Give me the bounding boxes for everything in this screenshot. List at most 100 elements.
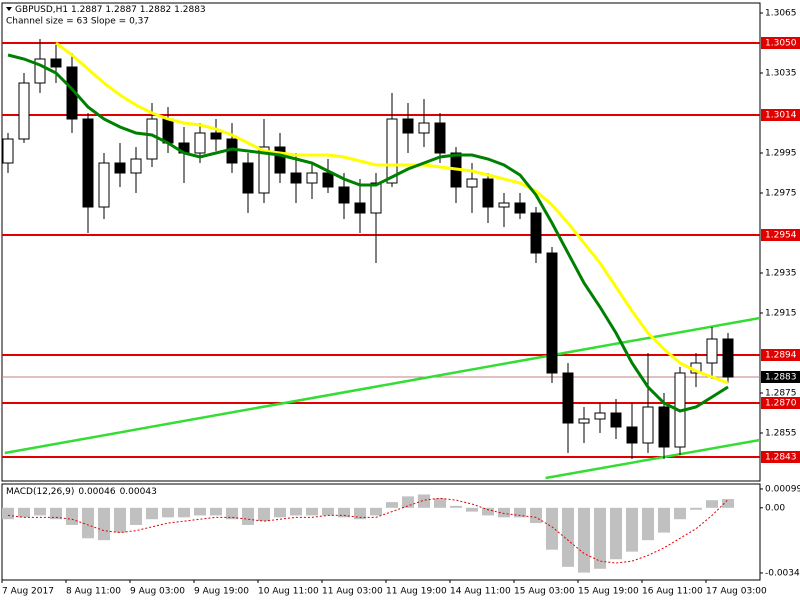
candle-body [562, 372, 574, 424]
macd-bar [290, 507, 302, 516]
level-label-box [761, 349, 800, 361]
macd-bar [114, 507, 126, 533]
macd-bar [562, 507, 574, 567]
macd-bar [594, 507, 606, 569]
candle-body [322, 172, 334, 188]
y-tick-label: 1.2995 [765, 149, 797, 159]
level-label: 1.2954 [765, 231, 797, 241]
x-tick-label: 9 Aug 03:00 [130, 587, 185, 597]
macd-bar [98, 507, 110, 541]
macd-bar [386, 502, 398, 508]
candle-body [130, 158, 142, 174]
low: 1.2882 [140, 5, 172, 15]
macd-bar [34, 507, 46, 516]
level-label-box [761, 229, 800, 241]
macd-header: MACD(12,26,9) 0.00046 0.00043 [6, 487, 157, 497]
level-label-box [761, 451, 800, 463]
header-icon [6, 7, 12, 11]
macd-bar [162, 507, 174, 518]
candle-body [114, 162, 126, 174]
candle-body [722, 338, 734, 378]
macd-bar [642, 507, 654, 541]
x-tick-label: 17 Aug 03:00 [706, 587, 767, 597]
macd-signal [7, 497, 729, 564]
y-tick-label: 1.2935 [765, 269, 797, 279]
candle-body [434, 122, 446, 154]
candle-body [402, 118, 414, 134]
macd-title: MACD(12,26,9) [6, 487, 74, 497]
level-label: 1.3014 [765, 111, 797, 121]
macd-bar [338, 507, 350, 518]
candle-body [498, 202, 510, 208]
candle-body [642, 406, 654, 444]
x-tick-label: 11 Aug 19:00 [386, 587, 447, 597]
price-label-box [761, 371, 800, 383]
candle-body [162, 118, 174, 144]
candle-body [594, 412, 606, 420]
candle-body [578, 418, 590, 424]
candle-body [658, 406, 670, 448]
candle-body [306, 172, 318, 184]
open: 1.2887 [71, 5, 103, 15]
level-label: 1.2894 [765, 351, 797, 361]
header: GBPUSD,H1 1.2887 1.2887 1.2882 1.2883 [15, 5, 206, 15]
candle-body [82, 118, 94, 208]
x-tick-label: 9 Aug 19:00 [194, 587, 249, 597]
macd-bar [530, 507, 542, 524]
candle-body [610, 412, 622, 428]
macd-bar [370, 507, 382, 516]
level-label: 1.2843 [765, 453, 797, 463]
moving-average [55, 41, 729, 385]
macd-bar [18, 507, 30, 518]
macd-bar [306, 507, 318, 516]
candle-body [386, 118, 398, 184]
candle-body [482, 178, 494, 208]
y-tick-label: 1.2975 [765, 189, 797, 199]
candle-body [290, 172, 302, 184]
candle-body [354, 202, 366, 214]
candle-body [418, 122, 430, 134]
candle-body [466, 178, 478, 188]
price-layer [2, 39, 760, 480]
y-tick-label: 1.2915 [765, 309, 797, 319]
x-tick-label: 16 Aug 11:00 [642, 587, 703, 597]
candle-body [258, 146, 270, 194]
level-label-box [761, 397, 800, 409]
macd-bar [658, 507, 670, 533]
macd-bar [450, 505, 462, 508]
trend-line [4, 316, 760, 455]
symbol: GBPUSD,H1 [15, 5, 68, 15]
candle-body [514, 202, 526, 214]
x-tick-label: 15 Aug 03:00 [514, 587, 575, 597]
macd-bar [610, 507, 622, 560]
trend-line [545, 438, 760, 480]
macd-value: 0.00046 [78, 487, 115, 497]
high: 1.2887 [105, 5, 137, 15]
macd-bar [418, 494, 430, 508]
candle-body [18, 82, 30, 140]
level-label: 1.2870 [765, 399, 797, 409]
candle-body [546, 252, 558, 374]
macd-bar [706, 500, 718, 508]
candle-body [242, 162, 254, 194]
macd-bar [146, 507, 158, 520]
macd-bar [482, 507, 494, 516]
macd-bar [578, 507, 590, 573]
macd-bar [226, 507, 238, 520]
candle-body [50, 58, 62, 68]
candle-body [338, 186, 350, 204]
macd-bar [50, 507, 62, 520]
candle-body [146, 118, 158, 160]
candle-body [626, 426, 638, 444]
macd-bar [626, 507, 638, 552]
candle-body [210, 132, 222, 140]
macd-bar [82, 507, 94, 539]
level-label: 1.3050 [765, 39, 797, 49]
macd-bar [498, 507, 510, 518]
macd-bar [434, 498, 446, 508]
macd-bar [194, 507, 206, 516]
candle-body [706, 338, 718, 364]
x-tick-label: 7 Aug 2017 [2, 587, 54, 597]
